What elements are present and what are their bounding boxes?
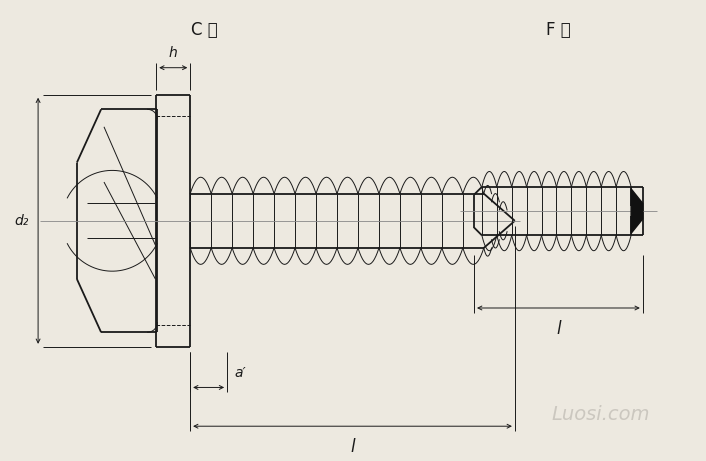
Text: l: l <box>350 438 355 456</box>
Text: l: l <box>556 319 561 337</box>
Text: Luosi.com: Luosi.com <box>552 405 650 424</box>
Text: C 型: C 型 <box>191 21 218 39</box>
Text: h: h <box>169 46 178 60</box>
Text: d₂: d₂ <box>14 214 28 228</box>
Text: F 型: F 型 <box>546 21 570 39</box>
Polygon shape <box>631 189 642 233</box>
Text: a′: a′ <box>235 366 246 380</box>
